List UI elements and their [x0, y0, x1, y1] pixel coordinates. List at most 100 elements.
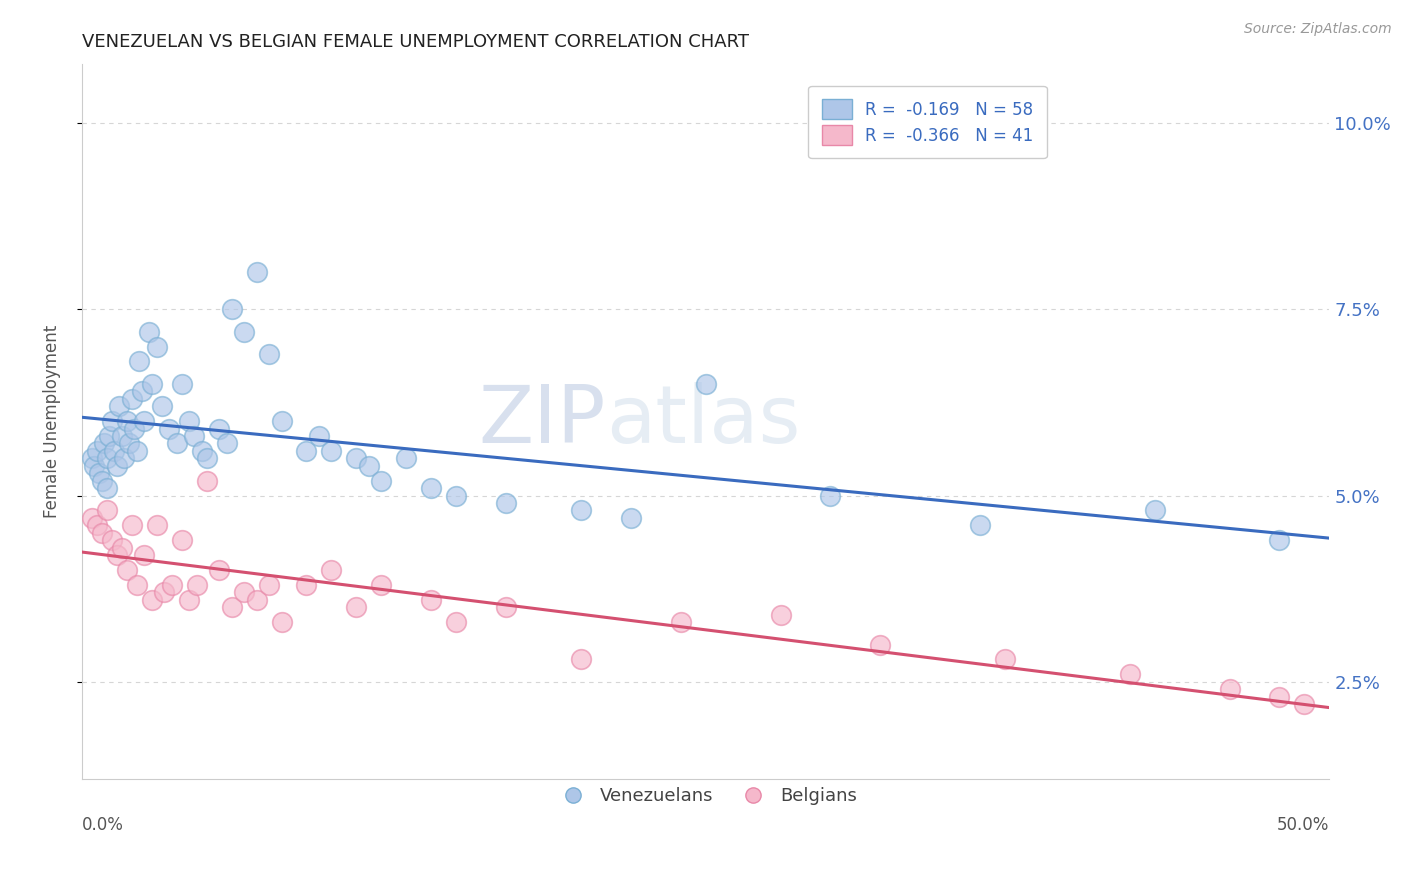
- Point: [215, 436, 238, 450]
- Point: [295, 578, 318, 592]
- Point: [321, 563, 343, 577]
- Point: [186, 578, 208, 592]
- Point: [357, 458, 380, 473]
- Point: [370, 474, 392, 488]
- Point: [170, 376, 193, 391]
- Point: [420, 481, 443, 495]
- Point: [80, 511, 103, 525]
- Point: [270, 414, 292, 428]
- Point: [420, 592, 443, 607]
- Point: [124, 421, 146, 435]
- Point: [969, 518, 991, 533]
- Point: [444, 615, 467, 630]
- Text: VENEZUELAN VS BELGIAN FEMALE UNEMPLOYMENT CORRELATION CHART: VENEZUELAN VS BELGIAN FEMALE UNEMPLOYMEN…: [82, 33, 749, 51]
- Point: [183, 429, 205, 443]
- Point: [295, 443, 318, 458]
- Point: [105, 458, 128, 473]
- Point: [101, 414, 124, 428]
- Point: [195, 451, 218, 466]
- Point: [308, 429, 330, 443]
- Point: [994, 652, 1017, 666]
- Point: [344, 451, 367, 466]
- Point: [208, 563, 231, 577]
- Point: [96, 503, 118, 517]
- Point: [134, 414, 156, 428]
- Point: [93, 436, 115, 450]
- Point: [1268, 690, 1291, 704]
- Text: Source: ZipAtlas.com: Source: ZipAtlas.com: [1244, 22, 1392, 37]
- Point: [695, 376, 717, 391]
- Text: 50.0%: 50.0%: [1277, 816, 1330, 834]
- Point: [111, 541, 134, 555]
- Point: [344, 600, 367, 615]
- Text: atlas: atlas: [606, 382, 800, 460]
- Point: [153, 585, 176, 599]
- Text: ZIP: ZIP: [478, 382, 606, 460]
- Point: [245, 592, 267, 607]
- Point: [495, 600, 517, 615]
- Point: [141, 592, 163, 607]
- Point: [86, 443, 108, 458]
- Point: [395, 451, 418, 466]
- Point: [190, 443, 212, 458]
- Point: [131, 384, 153, 399]
- Point: [820, 489, 842, 503]
- Point: [90, 525, 112, 540]
- Legend: Venezuelans, Belgians: Venezuelans, Belgians: [547, 780, 865, 813]
- Point: [111, 429, 134, 443]
- Point: [105, 548, 128, 562]
- Point: [96, 481, 118, 495]
- Point: [257, 578, 280, 592]
- Point: [86, 518, 108, 533]
- Point: [160, 578, 183, 592]
- Point: [115, 563, 138, 577]
- Point: [321, 443, 343, 458]
- Point: [1294, 697, 1316, 711]
- Point: [1119, 667, 1142, 681]
- Point: [170, 533, 193, 548]
- Point: [370, 578, 392, 592]
- Point: [569, 503, 592, 517]
- Point: [141, 376, 163, 391]
- Point: [98, 429, 121, 443]
- Point: [221, 302, 243, 317]
- Point: [157, 421, 180, 435]
- Point: [669, 615, 692, 630]
- Point: [195, 474, 218, 488]
- Point: [134, 548, 156, 562]
- Point: [96, 451, 118, 466]
- Point: [121, 392, 143, 406]
- Point: [128, 354, 150, 368]
- Point: [125, 578, 148, 592]
- Point: [569, 652, 592, 666]
- Point: [121, 518, 143, 533]
- Point: [150, 399, 173, 413]
- Point: [245, 265, 267, 279]
- Point: [125, 443, 148, 458]
- Point: [869, 638, 891, 652]
- Y-axis label: Female Unemployment: Female Unemployment: [44, 325, 60, 517]
- Point: [208, 421, 231, 435]
- Point: [83, 458, 105, 473]
- Point: [1143, 503, 1166, 517]
- Point: [769, 607, 792, 622]
- Text: 0.0%: 0.0%: [82, 816, 124, 834]
- Point: [233, 325, 256, 339]
- Point: [146, 518, 169, 533]
- Point: [89, 467, 111, 481]
- Point: [166, 436, 188, 450]
- Point: [257, 347, 280, 361]
- Point: [103, 443, 125, 458]
- Point: [221, 600, 243, 615]
- Point: [444, 489, 467, 503]
- Point: [108, 399, 131, 413]
- Point: [495, 496, 517, 510]
- Point: [138, 325, 160, 339]
- Point: [620, 511, 643, 525]
- Point: [1219, 682, 1241, 697]
- Point: [233, 585, 256, 599]
- Point: [270, 615, 292, 630]
- Point: [146, 340, 169, 354]
- Point: [80, 451, 103, 466]
- Point: [115, 414, 138, 428]
